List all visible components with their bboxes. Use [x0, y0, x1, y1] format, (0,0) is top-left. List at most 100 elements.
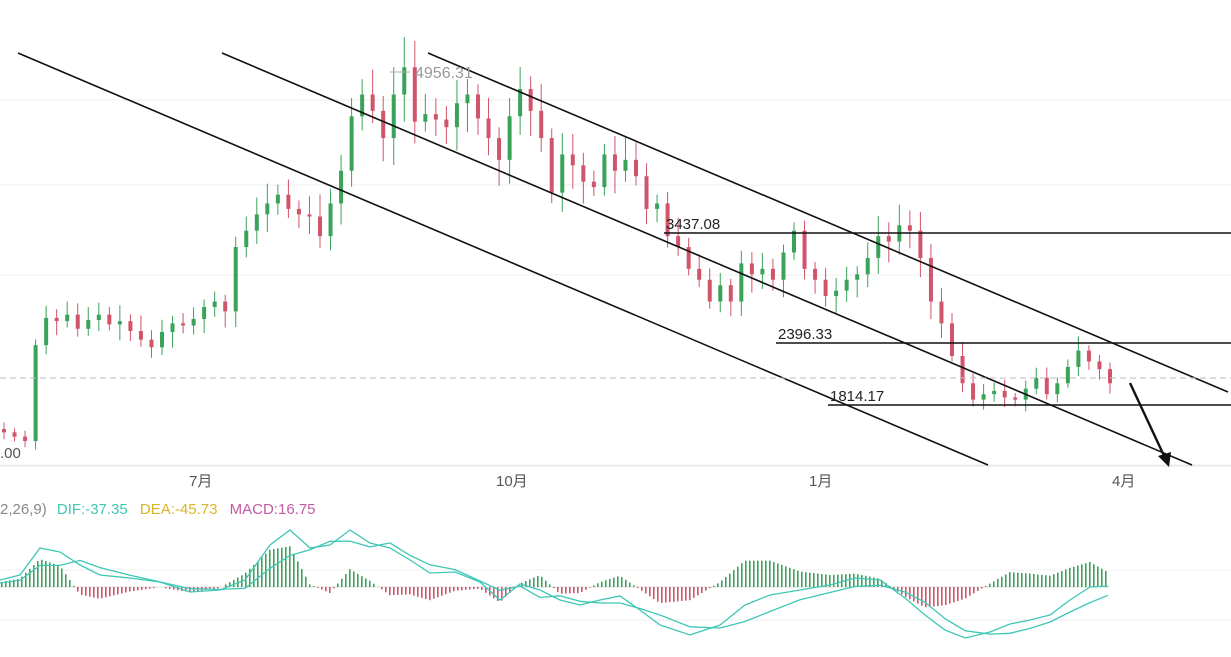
macd-bar — [909, 587, 911, 600]
candle-body — [707, 279, 712, 302]
dif-label: DIF:-37.35 — [57, 501, 128, 518]
macd-bar — [13, 579, 15, 587]
macd-bar — [973, 587, 975, 594]
macd-bar — [261, 557, 263, 587]
macd-bar — [497, 587, 499, 601]
candle-body — [454, 103, 459, 128]
macd-bar — [25, 572, 27, 587]
macd-bar — [29, 568, 31, 587]
macd-bar — [881, 580, 883, 587]
x-tick-jul: 7月 — [189, 473, 212, 490]
macd-bar — [173, 587, 175, 590]
candle-body — [381, 110, 386, 139]
macd-bar — [693, 587, 695, 598]
candle-body — [117, 321, 122, 325]
candle-body — [876, 236, 881, 258]
candle-body — [128, 321, 133, 331]
candle-body — [634, 159, 638, 177]
macd-bar — [977, 587, 979, 591]
macd-bar — [897, 587, 899, 592]
x-tick-apr: 4月 — [1112, 473, 1135, 490]
candle-body — [950, 323, 954, 357]
candle-body — [328, 203, 333, 237]
macd-bar — [345, 573, 347, 587]
macd-bar — [1085, 563, 1087, 587]
candle-body — [834, 290, 839, 297]
macd-bar — [761, 560, 763, 587]
macd-bar — [349, 569, 351, 587]
candle-body — [138, 330, 143, 340]
macd-bar — [685, 587, 687, 601]
macd-bar — [805, 572, 807, 587]
macd-bar — [265, 553, 267, 587]
candle-body — [665, 203, 670, 237]
macd-label: MACD:16.75 — [230, 501, 316, 518]
macd-bar — [921, 587, 923, 606]
macd-bar — [649, 587, 651, 597]
candle-body — [33, 345, 38, 442]
macd-bar — [129, 587, 131, 592]
macd-bar — [625, 579, 627, 587]
candle-body — [686, 247, 691, 269]
macd-bar — [1021, 572, 1023, 587]
macd-bar — [93, 587, 95, 598]
macd-bar — [705, 587, 707, 591]
macd-bar — [165, 587, 167, 589]
macd-bar — [1029, 573, 1031, 587]
candle-body — [518, 89, 523, 117]
candle-body — [718, 285, 723, 302]
macd-bar — [501, 587, 503, 601]
macd-bar — [617, 576, 619, 587]
macd-bar — [853, 573, 855, 587]
macd-bar — [213, 587, 215, 589]
candle-body — [486, 118, 491, 139]
macd-bar — [473, 587, 475, 590]
dea-label: DEA:-45.73 — [140, 501, 218, 518]
macd-bar — [5, 581, 7, 587]
macd-bar — [301, 569, 303, 587]
macd-bar — [313, 586, 315, 587]
macd-bar — [329, 587, 331, 593]
macd-bar — [1045, 575, 1047, 587]
macd-bar — [389, 587, 391, 596]
candle-body — [254, 214, 259, 231]
macd-bar — [957, 587, 959, 602]
candles — [2, 37, 1112, 450]
y-tick-label: .00 — [0, 445, 21, 462]
macd-bar — [441, 587, 443, 596]
macd-bar — [1101, 568, 1103, 587]
candle-body — [813, 268, 818, 280]
macd-bar — [829, 575, 831, 587]
macd-bar — [817, 573, 819, 587]
macd-bar — [713, 585, 715, 587]
macd-bar — [281, 547, 283, 587]
macd-bar — [145, 587, 147, 590]
macd-bar — [125, 587, 127, 593]
macd-bar — [825, 574, 827, 587]
candle-body — [181, 323, 186, 326]
macd-bar — [477, 587, 479, 589]
macd-params-label: 2,26,9) — [0, 501, 47, 518]
macd-bar — [689, 587, 691, 601]
macd-bar — [633, 585, 635, 587]
candle-body — [844, 279, 849, 291]
candle-body — [65, 314, 70, 322]
macd-bar — [325, 587, 327, 592]
macd-bar — [81, 587, 83, 595]
candle-body — [612, 154, 617, 171]
macd-bar — [185, 587, 187, 592]
macd-bar — [813, 573, 815, 587]
macd-bar — [797, 570, 799, 587]
candle-body — [402, 67, 407, 95]
candle-body — [107, 314, 112, 325]
macd-bar — [417, 587, 419, 597]
channel-line-upper — [427, 52, 1229, 393]
macd-bar — [1069, 567, 1071, 587]
macd-bar — [525, 581, 527, 587]
macd-bar — [953, 587, 955, 603]
candle-body — [749, 263, 754, 275]
macd-bar — [769, 560, 771, 587]
macd-bar — [109, 587, 111, 597]
candle-body — [202, 306, 207, 319]
